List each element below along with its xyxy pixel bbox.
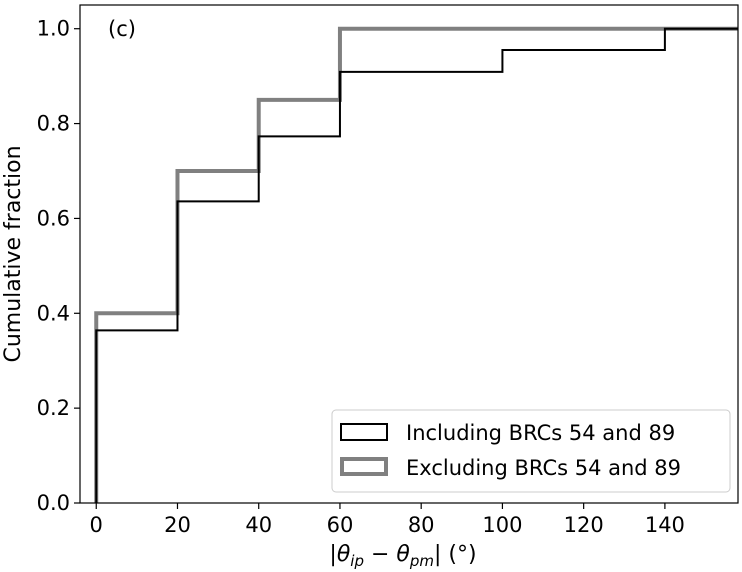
y-tick-label: 0.0 <box>37 491 70 515</box>
x-tick-label: 80 <box>408 513 435 537</box>
x-label-suffix: | (°) <box>434 542 477 567</box>
x-label-prefix: |θ <box>329 542 350 567</box>
x-tick-label: 20 <box>164 513 191 537</box>
x-axis-label: |θip − θpm| (°) <box>329 542 476 570</box>
x-tick-label: 40 <box>245 513 272 537</box>
legend-swatch-including <box>340 423 388 441</box>
series-line-including <box>95 27 738 503</box>
plot-frame <box>79 4 739 504</box>
y-axis-label: Cumulative fraction <box>1 145 26 362</box>
legend-box <box>331 409 731 493</box>
x-tick-label: 0 <box>90 513 103 537</box>
y-axis: 0.0 0.2 0.4 0.6 0.8 1.0 <box>37 17 80 515</box>
x-label-sub1: ip <box>350 552 364 570</box>
y-tick-label: 0.6 <box>37 206 70 230</box>
x-tick-label: 140 <box>645 513 685 537</box>
y-tick-label: 0.4 <box>37 301 70 325</box>
x-tick-label: 120 <box>564 513 604 537</box>
x-label-minus: − θ <box>364 542 410 567</box>
series-layer <box>94 26 738 503</box>
y-tick-label: 0.2 <box>37 396 70 420</box>
x-axis: 0 20 40 60 80 100 120 140 <box>90 503 685 537</box>
legend: Including BRCs 54 and 89 Excluding BRCs … <box>331 409 731 493</box>
legend-label-including: Including BRCs 54 and 89 <box>406 421 675 445</box>
legend-swatch-excluding <box>340 457 388 476</box>
panel-label: (c) <box>108 17 136 41</box>
y-tick-label: 0.8 <box>37 112 70 136</box>
x-tick-label: 100 <box>482 513 522 537</box>
x-tick-label: 60 <box>327 513 354 537</box>
legend-label-excluding: Excluding BRCs 54 and 89 <box>406 456 681 480</box>
x-label-sub2: pm <box>409 552 434 570</box>
y-tick-label: 1.0 <box>37 17 70 41</box>
